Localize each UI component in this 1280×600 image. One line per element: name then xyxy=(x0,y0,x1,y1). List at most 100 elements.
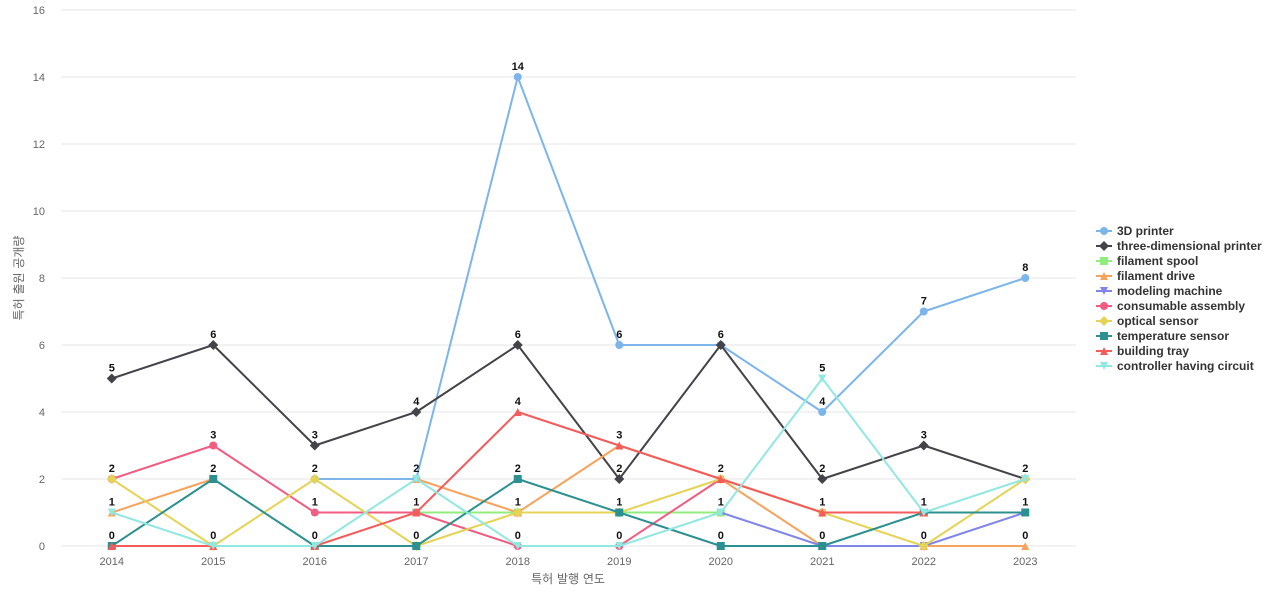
data-point[interactable] xyxy=(513,475,522,483)
data-label: 4 xyxy=(413,396,420,408)
data-point[interactable] xyxy=(817,474,828,484)
data-label: 6 xyxy=(515,329,521,341)
data-label: 3 xyxy=(921,430,927,442)
data-point[interactable] xyxy=(716,475,725,483)
data-point[interactable] xyxy=(512,507,523,518)
x-axis-title: 특허 발행 연도 xyxy=(531,571,605,586)
data-point[interactable] xyxy=(309,440,320,451)
data-label: 3 xyxy=(210,430,216,442)
data-point[interactable] xyxy=(412,508,421,517)
data-point[interactable] xyxy=(411,407,422,417)
legend-marker[interactable] xyxy=(1100,347,1108,355)
y-tick-label: 16 xyxy=(33,5,45,17)
data-point[interactable] xyxy=(107,542,116,550)
data-label: 0 xyxy=(819,530,825,542)
data-point[interactable] xyxy=(1021,475,1030,483)
data-point[interactable] xyxy=(1021,274,1030,282)
series-line xyxy=(111,344,1026,480)
data-point[interactable] xyxy=(412,475,421,483)
x-tick-label: 2022 xyxy=(912,556,936,568)
data-label: 0 xyxy=(210,530,216,542)
data-point[interactable] xyxy=(918,440,929,451)
y-tick-label: 14 xyxy=(33,72,45,84)
legend-label: consumable assembly xyxy=(1117,299,1245,313)
legend-item-3d-printer[interactable]: 3D printer xyxy=(1096,224,1174,238)
x-tick-label: 2023 xyxy=(1013,556,1037,568)
y-tick-label: 0 xyxy=(39,541,45,553)
data-point[interactable] xyxy=(106,474,117,484)
legend-marker[interactable] xyxy=(1100,302,1108,310)
data-point[interactable] xyxy=(513,73,522,81)
x-tick-label: 2019 xyxy=(607,556,631,568)
y-tick-label: 12 xyxy=(33,139,45,151)
data-point[interactable] xyxy=(615,542,624,550)
data-point[interactable] xyxy=(309,474,320,484)
legend-label: controller having circuit xyxy=(1117,359,1254,373)
data-point[interactable] xyxy=(614,474,625,484)
data-point[interactable] xyxy=(919,307,928,316)
legend-item-filament-spool[interactable]: filament spool xyxy=(1096,254,1198,268)
legend-marker[interactable] xyxy=(1100,332,1108,340)
data-point[interactable] xyxy=(513,542,522,550)
data-point[interactable] xyxy=(818,542,827,550)
data-label: 2 xyxy=(616,463,622,475)
data-label: 2 xyxy=(515,463,521,475)
legend-item-modeling-machine[interactable]: modeling machine xyxy=(1096,284,1223,298)
x-tick-label: 2017 xyxy=(404,556,428,568)
data-point[interactable] xyxy=(106,373,117,384)
legend-marker[interactable] xyxy=(1100,272,1108,280)
data-point[interactable] xyxy=(208,340,219,350)
legend-marker[interactable] xyxy=(1099,241,1109,251)
legend-item-temperature-sensor[interactable]: temperature sensor xyxy=(1096,329,1229,343)
data-label: 2 xyxy=(312,463,318,475)
legend-label: filament spool xyxy=(1117,254,1198,268)
legend-item-optical-sensor[interactable]: optical sensor xyxy=(1096,314,1199,328)
data-point[interactable] xyxy=(209,475,218,483)
data-label: 0 xyxy=(515,530,521,542)
legend-item-controller-having-circuit[interactable]: controller having circuit xyxy=(1096,359,1254,373)
data-point[interactable] xyxy=(818,374,827,383)
data-point[interactable] xyxy=(412,542,421,550)
data-point[interactable] xyxy=(512,340,523,350)
data-point[interactable] xyxy=(716,508,725,517)
legend-item-filament-drive[interactable]: filament drive xyxy=(1096,269,1195,283)
series-lines xyxy=(106,73,1031,551)
data-point[interactable] xyxy=(818,408,827,416)
data-point[interactable] xyxy=(818,508,827,517)
legend-item-building-tray[interactable]: building tray xyxy=(1096,344,1189,358)
data-point[interactable] xyxy=(919,508,928,517)
legend-marker[interactable] xyxy=(1099,316,1109,326)
data-point[interactable] xyxy=(615,341,624,349)
series-line xyxy=(111,377,1026,547)
legend-marker[interactable] xyxy=(1100,287,1108,295)
data-point[interactable] xyxy=(918,541,929,551)
legend-marker[interactable] xyxy=(1100,257,1108,265)
data-label: 0 xyxy=(921,530,927,542)
data-label: 1 xyxy=(819,497,825,509)
data-label: 1 xyxy=(616,497,622,509)
y-axis-title: 특허 출원 공개량 xyxy=(12,236,26,321)
series-controller-having-circuit xyxy=(107,374,1030,550)
data-label: 7 xyxy=(921,296,927,308)
series-line xyxy=(111,478,214,514)
data-point[interactable] xyxy=(513,408,522,416)
legend-marker[interactable] xyxy=(1100,362,1108,370)
legend-item-consumable-assembly[interactable]: consumable assembly xyxy=(1096,299,1245,313)
data-point[interactable] xyxy=(209,542,218,550)
data-point[interactable] xyxy=(615,508,624,517)
data-label: 0 xyxy=(109,530,115,542)
series-line xyxy=(314,76,1026,480)
data-point[interactable] xyxy=(615,441,624,450)
data-point[interactable] xyxy=(1021,542,1030,550)
data-point[interactable] xyxy=(715,340,726,350)
data-point[interactable] xyxy=(310,508,319,517)
data-label: 5 xyxy=(819,363,825,375)
data-point[interactable] xyxy=(107,508,116,517)
data-point[interactable] xyxy=(209,441,218,450)
legend-marker[interactable] xyxy=(1100,227,1108,235)
data-point[interactable] xyxy=(310,542,319,550)
data-point[interactable] xyxy=(1021,508,1030,517)
data-point[interactable] xyxy=(716,542,725,550)
legend-item-three-dimensional-printer[interactable]: three-dimensional printer xyxy=(1096,239,1262,253)
